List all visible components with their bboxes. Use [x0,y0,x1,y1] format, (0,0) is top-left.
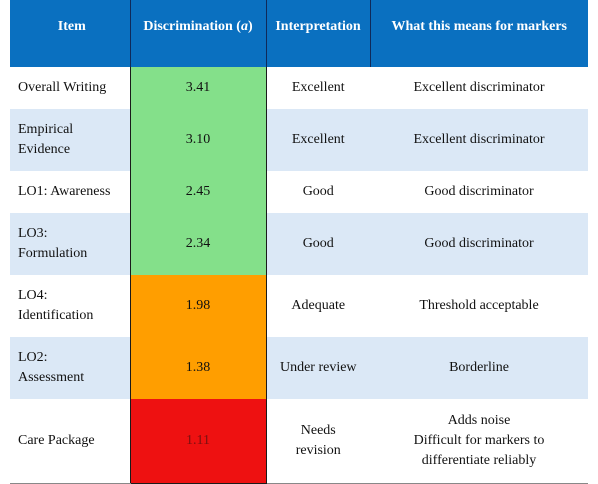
item-cell: LO2: Assessment [10,337,130,399]
meaning-cell: Excellent discriminator [413,80,545,95]
header-meaning: What this means for markers [370,0,588,67]
discrimination-cell: 1.38 [129,337,267,399]
meaning-cell: Borderline [370,337,588,399]
meaning-cell: Good discriminator [424,184,534,199]
interpretation-cell: Good [266,213,370,275]
discrimination-cell: 1.11 [129,399,267,484]
header-interpretation: Interpretation [266,0,371,67]
table-row: LO4: Identification 1.98 Adequate Thresho… [10,275,588,337]
discrimination-cell: 3.10 [129,109,267,171]
item-cell: Overall Writing [18,80,107,95]
discrimination-cell: 2.45 [129,171,267,213]
header-row: Item Discrimination (a) Interpretation W… [10,0,588,67]
interpretation-cell: Excellent [266,109,370,171]
table-row: Care Package 1.11 Needs revision Adds noi… [10,399,588,484]
item-cell: Care Package [10,399,130,484]
interpretation-cell: Adequate [291,298,346,313]
table-row: Empirical Evidence 3.10 Excellent Excelle… [10,109,588,171]
table-row: LO2: Assessment 1.38 Under review Borderl… [10,337,588,399]
header-discrimination: Discrimination (a) [130,0,267,67]
item-cell: LO1: Awareness [18,184,111,199]
table-row: Overall Writing 3.41 Excellent Excellent… [10,67,588,109]
meaning-cell: Good discriminator [370,213,588,275]
discrimination-cell: 1.98 [129,275,267,337]
table-row: LO1: Awareness 2.45 Good Good discrimina… [10,171,588,213]
discrimination-cell: 2.34 [129,213,267,275]
interpretation-cell: Good [302,184,334,199]
meaning-cell: Threshold acceptable [419,298,539,313]
discrimination-table: Item Discrimination (a) Interpretation W… [10,0,588,484]
interpretation-cell: Excellent [291,80,345,95]
interpretation-cell: Needs revision [266,399,370,484]
interpretation-cell: Under review [266,337,370,399]
item-cell: LO4: Identification [18,288,94,323]
header-item: Item [10,0,131,67]
item-cell: Empirical Evidence [10,109,130,171]
discrimination-cell: 3.41 [129,67,267,109]
item-cell: LO3: Formulation [10,213,130,275]
meaning-cell: Adds noise Difficult for markers to differ… [370,399,588,484]
meaning-cell: Excellent discriminator [370,109,588,171]
table-row: LO3: Formulation 2.34 Good Good discrimin… [10,213,588,275]
